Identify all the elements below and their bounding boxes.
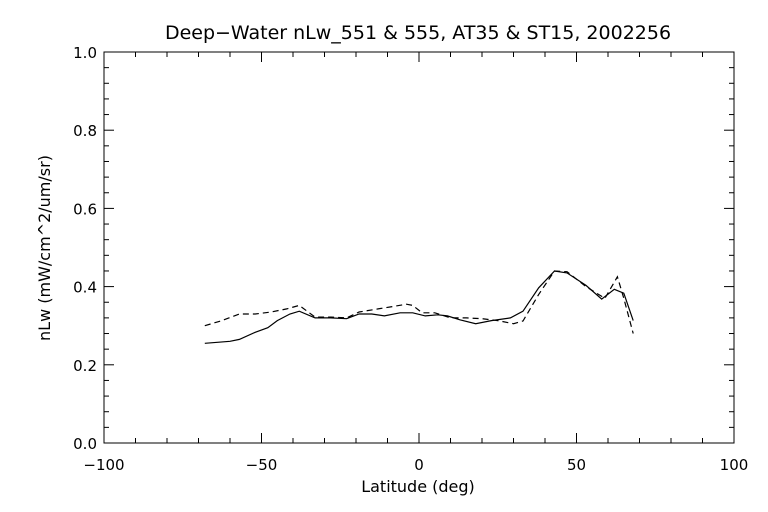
series-layer: [204, 270, 634, 344]
x-axis-label: Latitude (deg): [361, 477, 475, 496]
y-tick-label: 0.2: [73, 357, 97, 375]
chart-title: Deep−Water nLw_551 & 555, AT35 & ST15, 2…: [165, 22, 671, 44]
y-tick-label: 0.6: [73, 200, 97, 218]
y-tick-label: 0.0: [73, 435, 97, 453]
series-line-1-solid: [204, 270, 634, 344]
y-tick-label: 1.0: [73, 44, 97, 62]
x-tick-label: 50: [567, 456, 586, 474]
x-tick-label: −50: [246, 456, 278, 474]
axis-tick-labels: −100 −50 0 50 100 0.0 0.2 0.4 0.6 0.8 1.0: [73, 44, 748, 474]
plot-frame: [103, 51, 735, 444]
y-tick-label: 0.8: [73, 122, 97, 140]
x-tick-label: 0: [414, 456, 424, 474]
series-line-2-dashed: [204, 270, 634, 334]
x-tick-label: −100: [83, 456, 124, 474]
y-axis-label: nLw (mW/cm^2/um/sr): [35, 155, 54, 341]
y-tick-label: 0.4: [73, 279, 97, 297]
x-tick-label: 100: [720, 456, 749, 474]
axis-ticks: [103, 51, 735, 444]
